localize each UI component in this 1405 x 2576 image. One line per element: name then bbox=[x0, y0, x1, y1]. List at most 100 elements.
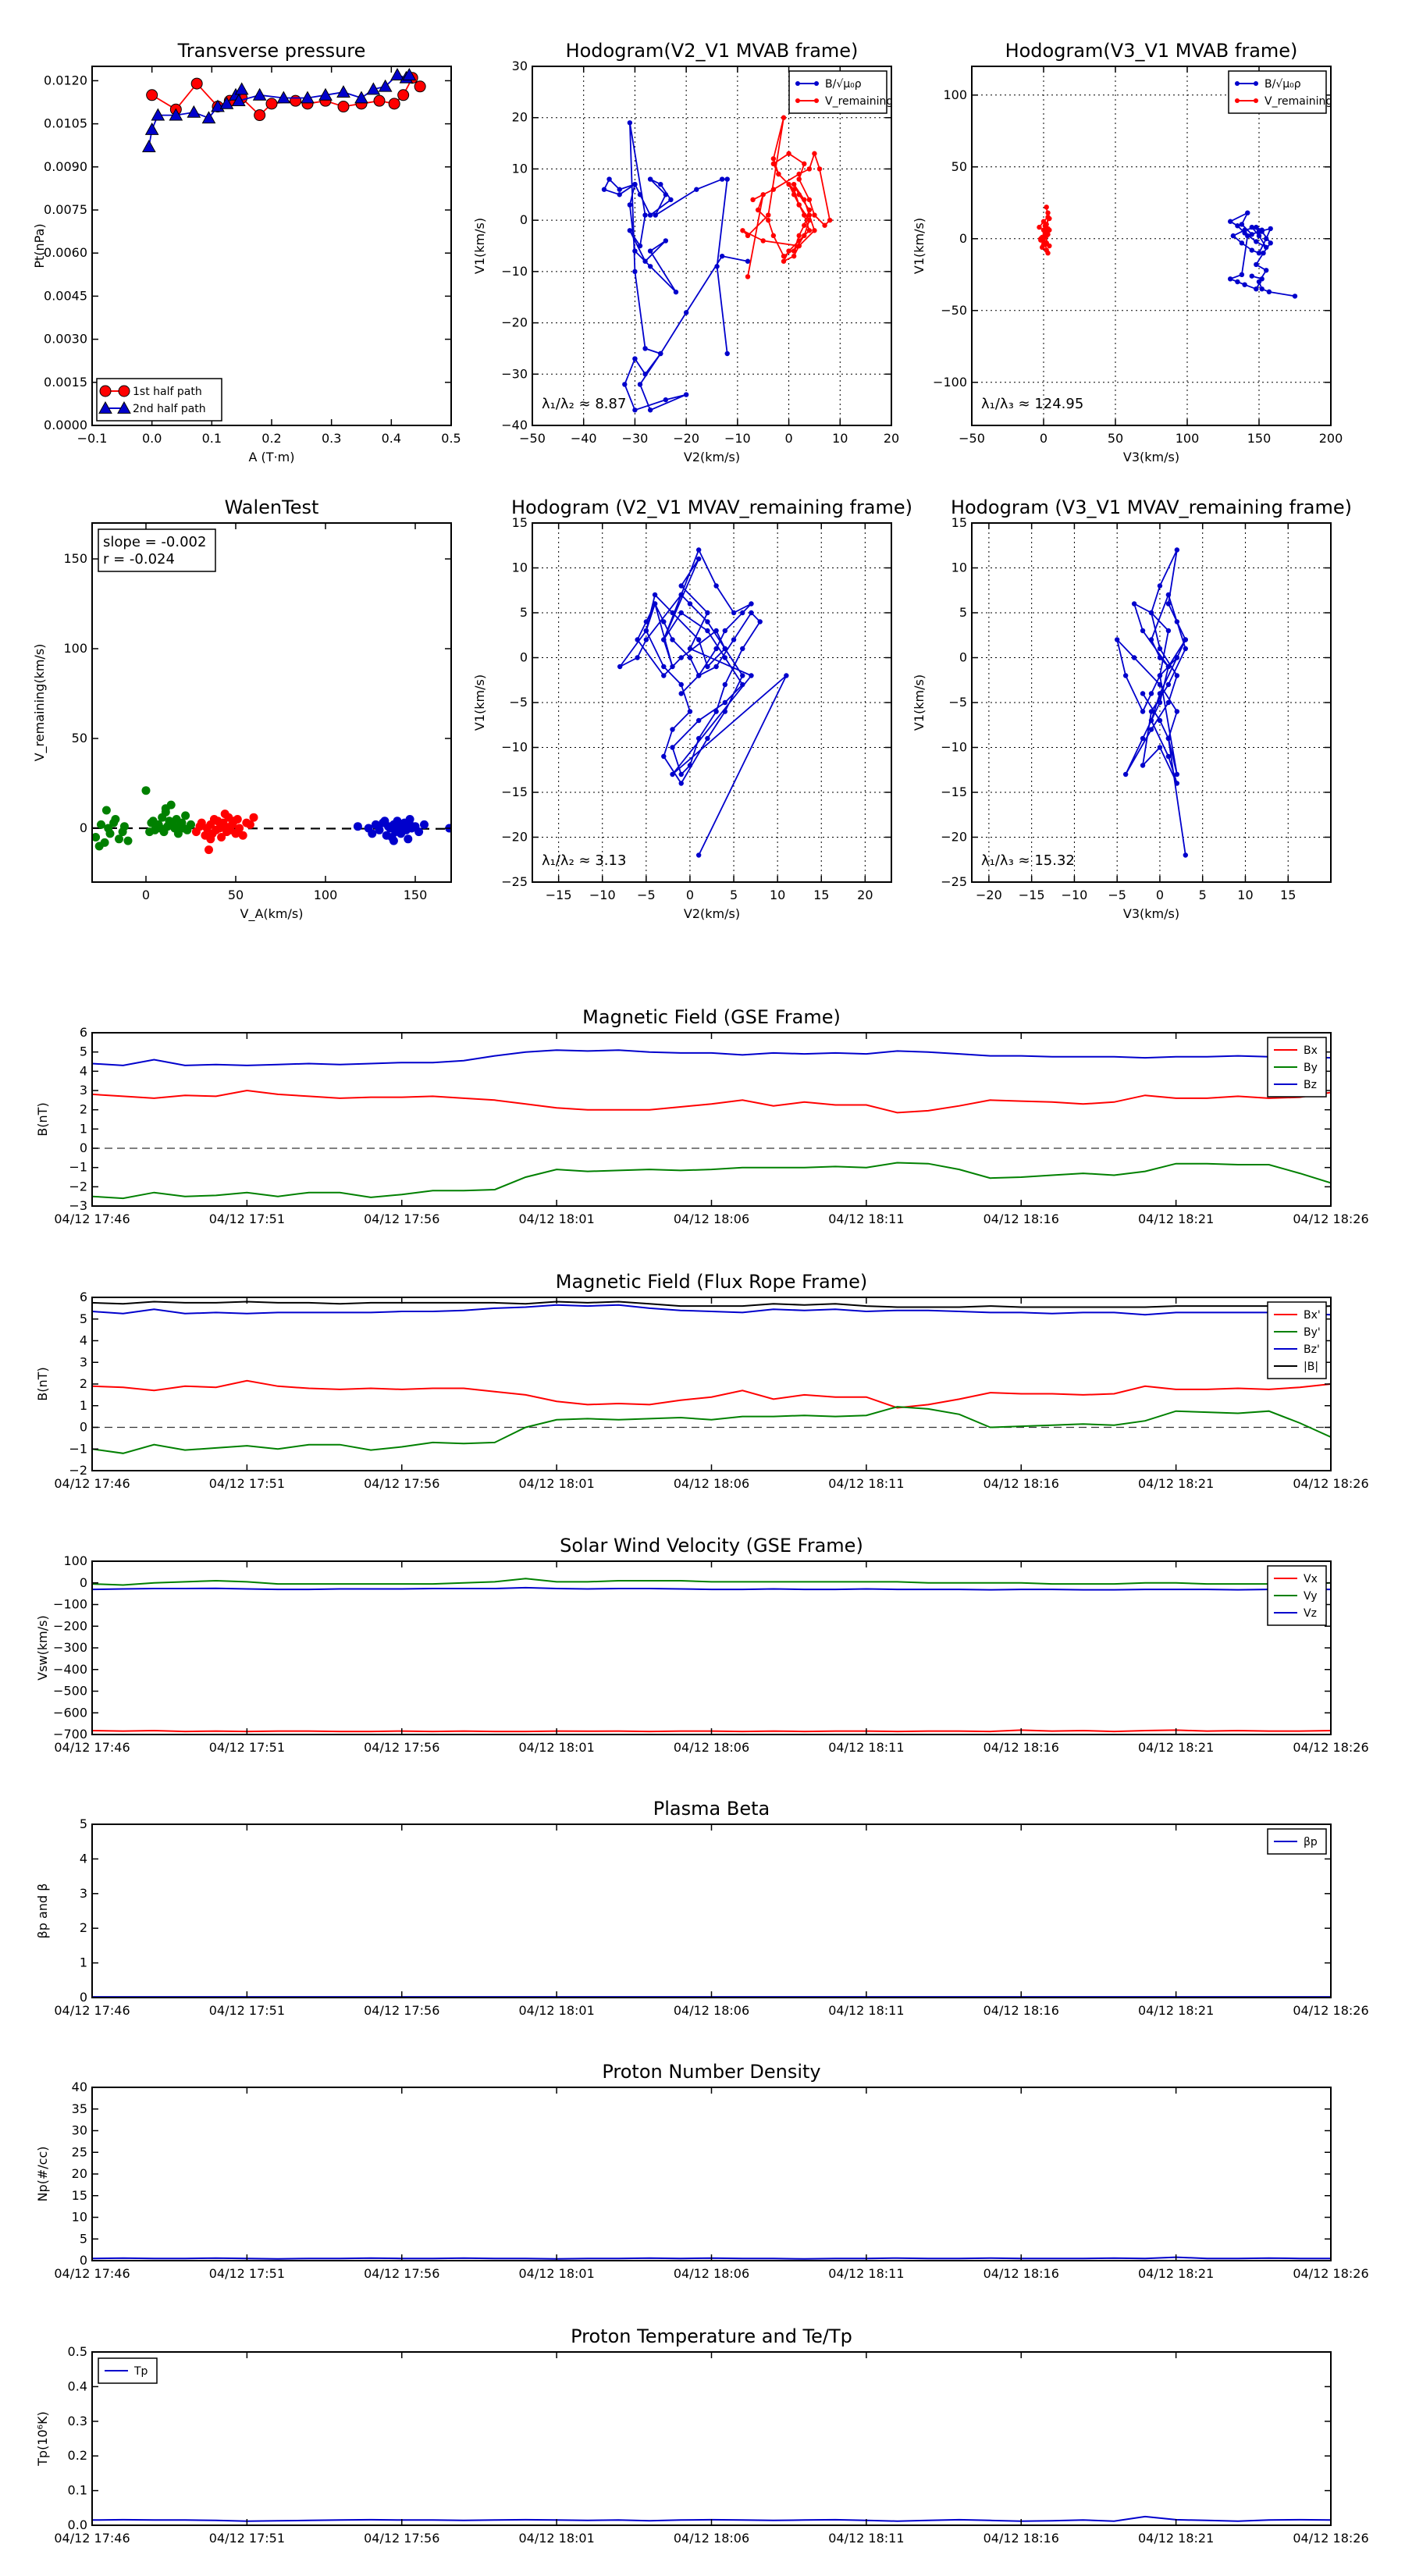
series-red-point bbox=[249, 813, 258, 822]
y-tick-label: 0.3 bbox=[68, 2414, 87, 2428]
series-s0-point bbox=[695, 556, 702, 562]
y-axis-label: V1(km/s) bbox=[912, 674, 927, 731]
series-s0-point bbox=[722, 681, 728, 688]
series-green-point bbox=[145, 827, 155, 837]
series-b-point bbox=[632, 407, 638, 413]
plot-area bbox=[1114, 547, 1189, 858]
plot-area bbox=[92, 786, 451, 855]
series-1sthalfpath-point bbox=[146, 89, 158, 101]
legend-marker bbox=[795, 81, 800, 86]
series-b-point bbox=[1259, 276, 1264, 282]
legend-label: By' bbox=[1304, 1326, 1321, 1339]
series-s0-point bbox=[1148, 727, 1154, 732]
series-red-point bbox=[206, 834, 215, 844]
series-2ndhalfpath-point bbox=[201, 111, 216, 124]
y-tick-label: 0.1 bbox=[68, 2483, 87, 2498]
y-axis-label: B(nT) bbox=[35, 1102, 50, 1136]
plot-frame bbox=[971, 66, 1332, 426]
y-axis-label: B(nT) bbox=[35, 1367, 50, 1400]
y-tick-label: −10 bbox=[941, 740, 967, 755]
plot-area bbox=[1037, 205, 1298, 299]
series-1sthalfpath-point bbox=[290, 94, 302, 107]
series-b-point bbox=[1249, 273, 1255, 279]
series-blue-point bbox=[353, 822, 362, 831]
series-green-point bbox=[115, 834, 123, 844]
series-vremaining-point bbox=[770, 233, 777, 239]
legend: Bx' By' Bz' |B| bbox=[1267, 1301, 1327, 1379]
series-s0-point bbox=[1148, 717, 1154, 724]
series-s0-point bbox=[749, 610, 754, 616]
x-tick-label: 0 bbox=[1040, 431, 1048, 446]
series-vremaining-point bbox=[760, 238, 766, 244]
x-tick-label: −15 bbox=[1019, 888, 1045, 902]
series-s0-point bbox=[617, 664, 623, 670]
series-s0-point bbox=[722, 655, 728, 660]
series-s0-point bbox=[722, 709, 728, 714]
series-green-point bbox=[187, 820, 195, 829]
y-tick-label: 5 bbox=[959, 605, 967, 620]
chart-title: Hodogram (V2_V1 MVAV_remaining frame) bbox=[511, 496, 912, 518]
x-tick-label: 0 bbox=[142, 888, 150, 902]
series-s0-point bbox=[1157, 655, 1163, 660]
series-b-point bbox=[632, 181, 638, 187]
series-b-point bbox=[647, 248, 653, 254]
legend-label: Vy bbox=[1304, 1590, 1318, 1603]
legend-marker bbox=[1254, 81, 1258, 86]
series-b-point bbox=[1239, 272, 1245, 277]
plot-frame bbox=[91, 1032, 1332, 1207]
series-1sthalfpath-point bbox=[397, 89, 410, 101]
series-vremaining-point bbox=[791, 248, 797, 254]
series-blue-point bbox=[405, 815, 414, 824]
chart-title: Magnetic Field (Flux Rope Frame) bbox=[556, 1271, 867, 1293]
x-tick-label: 15 bbox=[1280, 888, 1296, 902]
series-b-point bbox=[668, 197, 674, 203]
series-1sthalfpath-point bbox=[254, 109, 266, 122]
series-vremaining-point bbox=[766, 217, 771, 223]
series-b-point bbox=[683, 310, 689, 315]
legend-box bbox=[1228, 70, 1327, 114]
series-s0-point bbox=[1174, 673, 1180, 678]
series-b-point bbox=[1264, 236, 1269, 241]
x-tick-label: 04/12 17:51 bbox=[209, 2531, 285, 2546]
series-s0-point bbox=[670, 664, 675, 670]
legend-marker bbox=[1235, 98, 1240, 103]
series-b-point bbox=[1254, 262, 1259, 268]
y-tick-label: 0.0 bbox=[68, 2517, 87, 2532]
series-b-point bbox=[1254, 239, 1259, 244]
x-tick-label: 0 bbox=[1156, 888, 1164, 902]
x-tick-label: 10 bbox=[1237, 888, 1253, 902]
y-tick-label: 0.2 bbox=[68, 2448, 87, 2463]
series-vremaining-point bbox=[766, 212, 771, 218]
series-vremaining-point bbox=[802, 212, 807, 218]
series-s0-point bbox=[1131, 655, 1137, 660]
plot-area bbox=[601, 115, 833, 413]
series-s0-point bbox=[643, 637, 649, 642]
y-tick-label: 0.0060 bbox=[44, 245, 87, 260]
series-b-point bbox=[1261, 251, 1266, 256]
plot-frame bbox=[91, 1297, 1332, 1471]
series-vremaining-point bbox=[781, 253, 787, 259]
series-s0-point bbox=[661, 619, 667, 624]
x-tick-label: 04/12 17:46 bbox=[54, 1740, 130, 1755]
series-2ndhalfpath-point bbox=[276, 91, 291, 104]
chart-title: Magnetic Field (GSE Frame) bbox=[582, 1006, 841, 1028]
series-by-line bbox=[92, 1406, 1331, 1454]
series-s0-point bbox=[713, 583, 719, 589]
y-tick-label: 0 bbox=[959, 650, 967, 665]
y-tick-label: 10 bbox=[512, 560, 528, 575]
series-b-point bbox=[632, 356, 638, 361]
series-vremaining-point bbox=[776, 171, 781, 177]
y-tick-label: 0.0045 bbox=[44, 288, 87, 303]
y-tick-label: 2 bbox=[80, 1920, 87, 1935]
eigenvalue-ratio-annotation: λ₁/λ₂ ≈ 8.87 bbox=[542, 396, 626, 412]
series-vremaining-point bbox=[802, 233, 807, 239]
series-b-point bbox=[1242, 227, 1247, 233]
chart-ts3: Solar Wind Velocity (GSE Frame) 04/12 17:… bbox=[35, 1535, 1369, 1755]
y-tick-label: 35 bbox=[72, 2101, 87, 2116]
y-axis-label: V1(km/s) bbox=[472, 218, 487, 274]
series-vremaining-point bbox=[806, 217, 813, 223]
y-tick-label: −1 bbox=[69, 1441, 87, 1456]
series-s0-point bbox=[1165, 753, 1172, 760]
series-s0-point bbox=[740, 673, 745, 678]
series-blue-point bbox=[375, 825, 384, 834]
